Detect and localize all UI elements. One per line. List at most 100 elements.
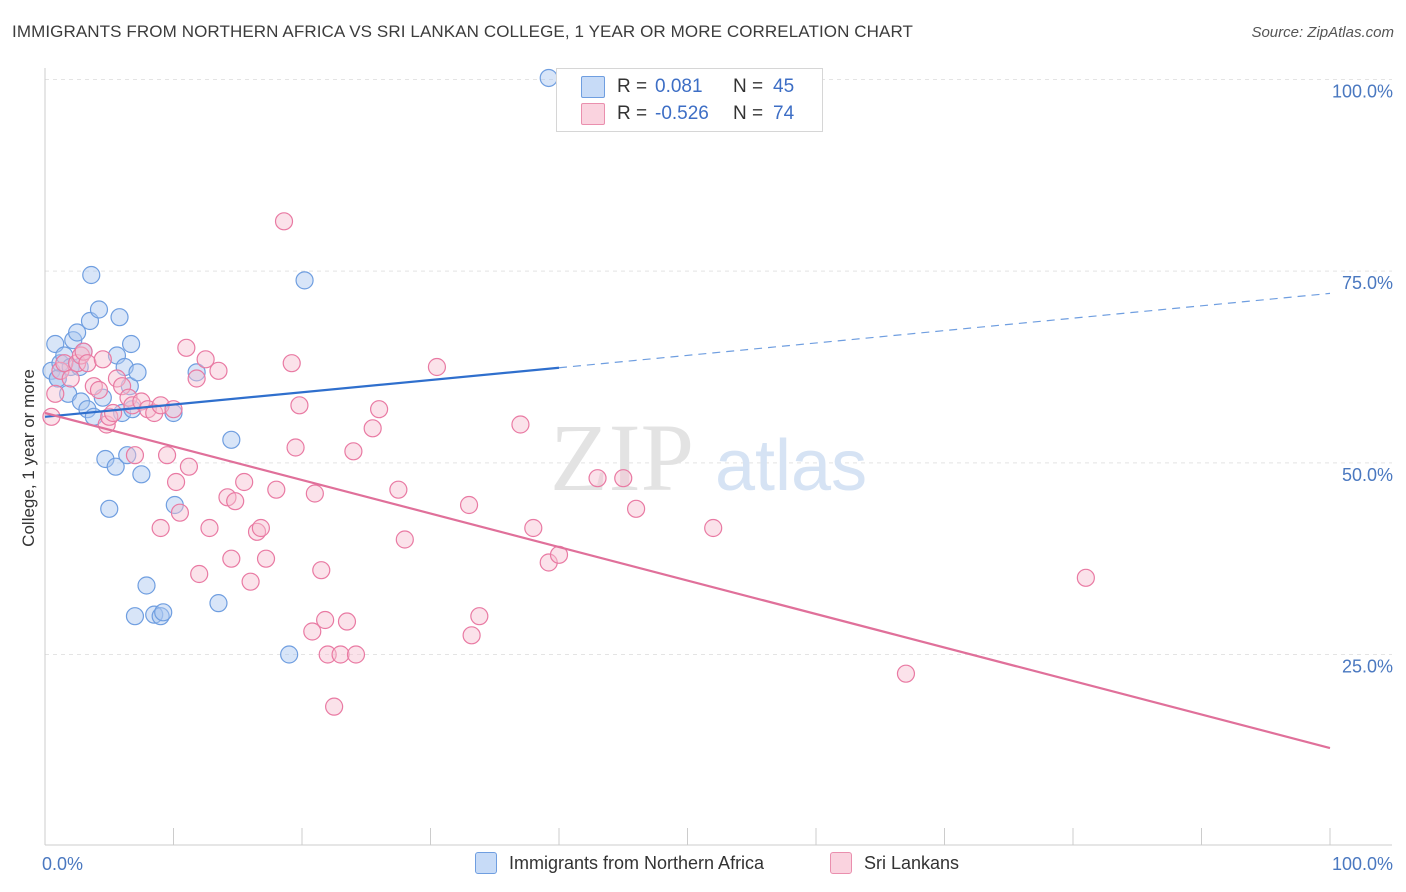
legend-r-value: -0.526 [655,103,709,124]
legend-label-northern-africa: Immigrants from Northern Africa [509,852,765,873]
sri-lankans-point [312,561,331,580]
northern-africa-point [222,430,241,449]
northern-africa-point [125,607,145,626]
northern-africa-point [110,308,129,327]
northern-africa-point [96,449,115,469]
northern-africa-point [89,300,109,319]
northern-africa-point [137,576,156,595]
legend-n-value: 45 [773,76,795,97]
northern-africa-point [128,363,147,382]
sri-lankans-point [470,607,489,626]
sri-lankans-point [235,472,254,492]
northern-africa-point [118,446,137,465]
sri-lankans-point [370,400,389,419]
northern-africa-point [68,323,87,342]
axes [44,68,1392,846]
sri-lankans-point [46,384,65,403]
sri-lankans-point [344,442,363,461]
northern-africa-point [132,465,151,484]
sri-lankans-point [187,369,206,388]
sri-lankans-point [190,564,209,584]
trend-line-sri-lankans [44,411,1331,750]
sri-lankans-point [170,503,190,522]
sri-lankans-point [166,472,186,492]
northern-africa-point [82,265,101,285]
legend-swatch-blue [581,76,605,98]
legend-r-value: 0.081 [655,76,703,97]
sri-lankans-point [93,350,112,369]
sri-lankans-point [267,480,286,499]
sri-lankans-point [78,354,97,373]
sri-lankans-point [896,664,916,683]
sri-lankans-point [346,645,366,664]
sri-lankans-point [61,369,80,388]
sri-lankans-point [200,518,219,538]
series-northern-africa-points [42,68,558,664]
northern-africa-point [295,271,314,290]
sri-lankans-point [151,518,170,538]
trend-lines [44,292,1331,750]
sri-lankans-point [157,446,177,465]
tick-labels: 100.0% 75.0% 50.0% 25.0% 0.0% 100.0% [42,82,1393,875]
trend-line-northern-africa-extension [558,292,1331,369]
sri-lankans-point [704,518,723,538]
sri-lankans-point [511,415,530,434]
sri-lankans-point [303,622,322,641]
sri-lankans-point [282,354,301,373]
correlation-legend: R = 0.081 N = 45 R = -0.526 N = 74 [556,68,823,132]
sri-lankans-point [290,396,309,415]
x-tick-label: 100.0% [1332,854,1393,874]
sri-lankans-point [222,549,241,568]
sri-lankans-point [389,480,408,499]
sri-lankans-point [318,645,337,664]
sri-lankans-point [177,338,196,357]
y-tick-label: 25.0% [1342,657,1393,677]
watermark: ZIP atlas [550,404,867,511]
series-legend: Immigrants from Northern Africa Sri Lank… [0,852,1406,878]
sri-lankans-point [179,457,199,476]
legend-item-northern-africa[interactable]: Immigrants from Northern Africa [475,852,764,874]
northern-africa-point [100,499,119,518]
sri-lankans-point [274,212,294,231]
sri-lankans-point [316,610,335,630]
legend-n-label: N = [733,76,764,97]
sri-lankans-point [55,354,74,373]
chart-title: IMMIGRANTS FROM NORTHERN AFRICA VS SRI L… [12,22,914,41]
sri-lankans-point [614,469,633,488]
gridlines [45,79,1392,655]
sri-lankans-point [251,518,270,538]
sri-lankans-point [241,572,260,591]
trend-line-northern-africa [44,366,560,418]
northern-africa-point [154,603,173,622]
sri-lankans-point [459,495,479,515]
y-axis-label: College, 1 year or more [19,369,38,547]
sri-lankans-point [89,380,109,400]
sri-lankans-point [74,342,93,361]
northern-africa-point [539,68,558,88]
sri-lankans-point [196,350,215,369]
sri-lankans-point [524,518,543,538]
sri-lankans-point [125,446,145,465]
legend-n-value: 74 [773,103,795,124]
y-tick-label: 50.0% [1342,465,1393,485]
northern-africa-point [280,645,299,664]
watermark-atlas: atlas [715,426,867,506]
sri-lankans-point [395,530,414,549]
legend-row-northern-africa: R = 0.081 N = 45 [581,74,794,100]
sri-lankans-point [462,626,481,645]
legend-item-sri-lankans[interactable]: Sri Lankans [830,852,959,874]
sri-lankans-point [1076,568,1095,587]
sri-lankans-point [305,484,324,503]
northern-africa-point [106,457,125,476]
x-tick-label: 0.0% [42,854,83,874]
sri-lankans-point [539,553,558,572]
sri-lankans-point [112,377,132,396]
sri-lankans-point [427,357,447,377]
watermark-zip: ZIP [550,404,694,511]
legend-r-label: R = [617,103,648,124]
sri-lankans-point [626,499,646,518]
sri-lankans-point [337,612,357,631]
sri-lankans-point [363,419,382,438]
legend-swatch-pink [581,103,605,125]
